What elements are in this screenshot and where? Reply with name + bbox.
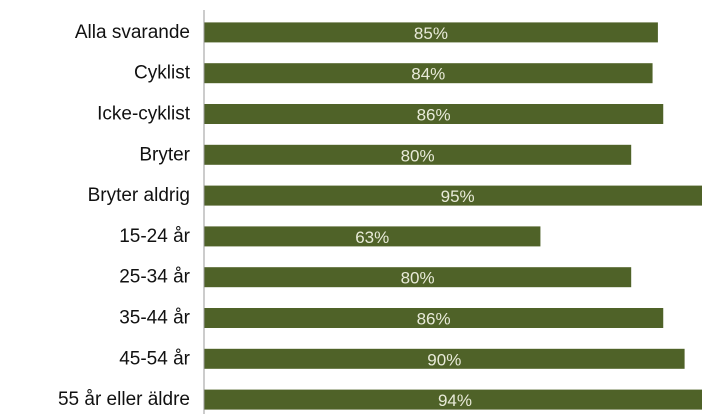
- bar: [204, 267, 632, 288]
- y-tick-label: 55 år eller äldre: [58, 389, 190, 410]
- value-label: 80%: [401, 269, 435, 288]
- y-tick-label: 25-34 år: [119, 267, 190, 288]
- y-tick-label: 15-24 år: [119, 226, 190, 247]
- value-label: 80%: [401, 146, 435, 165]
- value-label: 90%: [427, 350, 461, 369]
- y-tick-label: Bryter: [139, 144, 190, 165]
- bar: [204, 63, 653, 84]
- value-label: 63%: [355, 228, 389, 247]
- y-tick-label: 45-54 år: [119, 348, 190, 369]
- bar: [204, 104, 664, 124]
- value-label: 86%: [417, 106, 451, 125]
- y-tick-label: Icke-cyklist: [97, 104, 191, 125]
- bar: [204, 226, 541, 247]
- bar: [204, 348, 685, 369]
- value-label: 86%: [417, 310, 451, 329]
- bar: [204, 389, 702, 410]
- bar: [204, 144, 632, 165]
- y-tick-label: Bryter aldrig: [88, 185, 190, 206]
- value-label: 84%: [411, 65, 445, 84]
- value-label: 95%: [441, 187, 475, 206]
- bar: [204, 22, 658, 43]
- value-label: 94%: [438, 391, 472, 410]
- bar: [204, 308, 664, 328]
- bar: [204, 185, 702, 206]
- y-tick-label: Alla svarande: [75, 22, 190, 43]
- value-label: 85%: [414, 24, 448, 43]
- y-tick-label: 35-44 år: [119, 308, 190, 329]
- y-tick-label: Cyklist: [134, 63, 191, 84]
